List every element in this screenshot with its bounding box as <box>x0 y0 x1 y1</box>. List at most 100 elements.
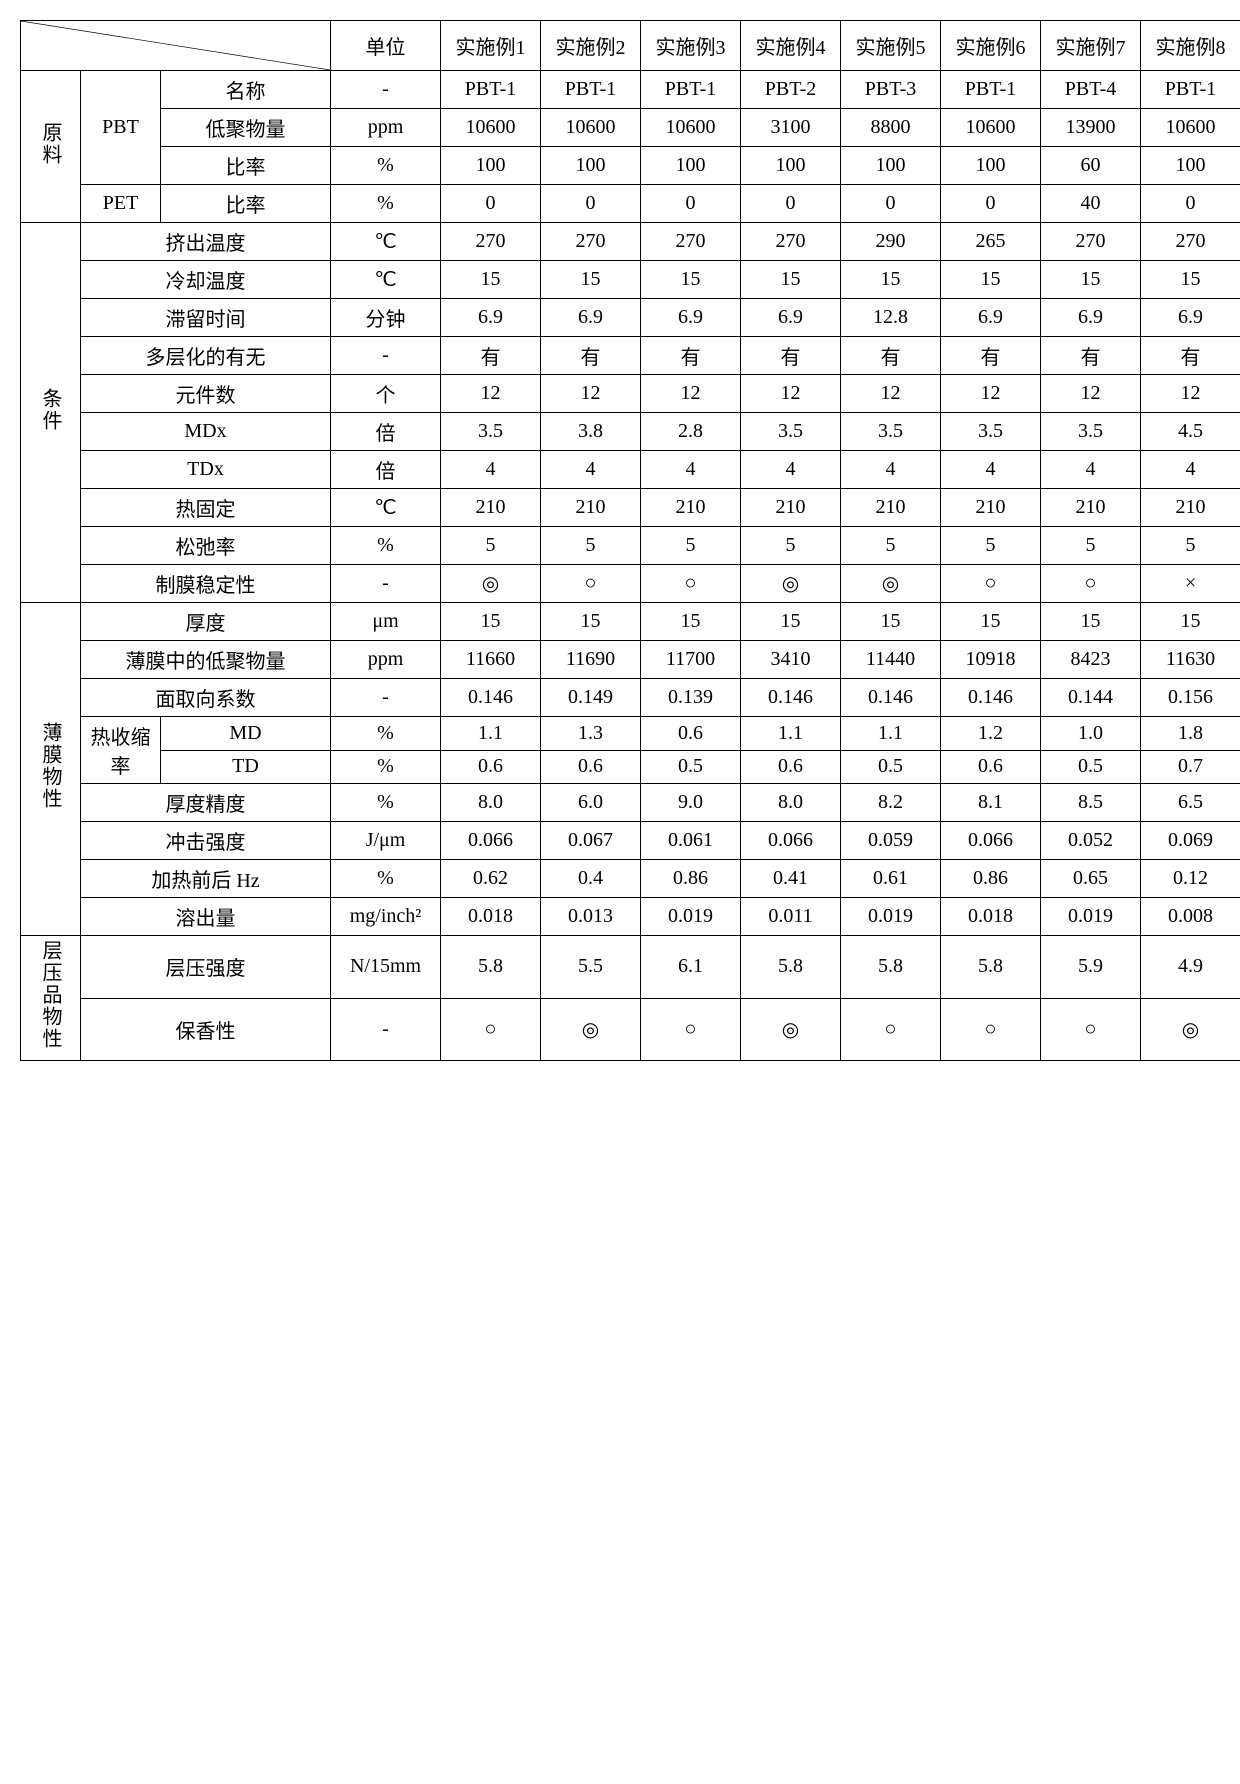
cell: 10600 <box>641 109 741 147</box>
row-label: 厚度 <box>81 603 331 641</box>
cell: 4 <box>441 451 541 489</box>
table-row: 冲击强度J/μm0.0660.0670.0610.0660.0590.0660.… <box>21 822 1240 860</box>
cell: ◎ <box>441 565 541 603</box>
cell: 270 <box>441 223 541 261</box>
cell: ◎ <box>541 998 641 1061</box>
cell: 0 <box>1141 185 1240 223</box>
table-row: 制膜稳定性-◎○○◎◎○○× <box>21 565 1240 603</box>
cell: 11630 <box>1141 641 1240 679</box>
cell: 12.8 <box>841 299 941 337</box>
cell: 6.9 <box>1041 299 1141 337</box>
row-label: 加热前后 Hz <box>81 860 331 898</box>
cell: 0.6 <box>741 750 841 784</box>
cell: 0.019 <box>1041 898 1141 936</box>
cell: 有 <box>1041 337 1141 375</box>
table-row: 松弛率%55555555 <box>21 527 1240 565</box>
cell: 3.5 <box>941 413 1041 451</box>
cell: 0.144 <box>1041 679 1141 717</box>
cell: 0.018 <box>941 898 1041 936</box>
table-row: 条件挤出温度℃270270270270290265270270 <box>21 223 1240 261</box>
table-row: 比率 % 100 100 100 100 100 100 60 100 <box>21 147 1240 185</box>
header-row: 单位 实施例1 实施例2 实施例3 实施例4 实施例5 实施例6 实施例7 实施… <box>21 21 1240 71</box>
cell: 0.6 <box>441 750 541 784</box>
cell: PBT-1 <box>641 71 741 109</box>
cell: 210 <box>441 489 541 527</box>
cell: 0.6 <box>641 717 741 751</box>
cell: 270 <box>741 223 841 261</box>
cell: 11700 <box>641 641 741 679</box>
row-label: 松弛率 <box>81 527 331 565</box>
cell: 0.6 <box>541 750 641 784</box>
cell: ○ <box>841 998 941 1061</box>
cell: 0.146 <box>741 679 841 717</box>
cell: 15 <box>1041 603 1141 641</box>
section-cond-label: 条件 <box>36 388 65 432</box>
col-ex2: 实施例2 <box>541 21 641 71</box>
col-ex8: 实施例8 <box>1141 21 1240 71</box>
col-ex3: 实施例3 <box>641 21 741 71</box>
cell: 11690 <box>541 641 641 679</box>
col-ex4: 实施例4 <box>741 21 841 71</box>
cell: 0.146 <box>441 679 541 717</box>
cell: 6.0 <box>541 784 641 822</box>
shrink-label: 热收缩率 <box>81 717 161 784</box>
cell: 210 <box>1041 489 1141 527</box>
cell: 15 <box>741 261 841 299</box>
cell: 0.156 <box>1141 679 1240 717</box>
cell: % <box>331 527 441 565</box>
table-row: 冷却温度℃1515151515151515 <box>21 261 1240 299</box>
cell: 倍 <box>331 413 441 451</box>
cell: 8.2 <box>841 784 941 822</box>
cell: 5.5 <box>541 936 641 999</box>
cell: PBT-3 <box>841 71 941 109</box>
cell: 15 <box>941 603 1041 641</box>
cell: PBT-1 <box>941 71 1041 109</box>
cell: 0.066 <box>941 822 1041 860</box>
cell: 1.8 <box>1141 717 1240 751</box>
cell: ℃ <box>331 489 441 527</box>
cell: 0 <box>841 185 941 223</box>
table-row: 薄膜物性厚度μm1515151515151515 <box>21 603 1240 641</box>
cell: 15 <box>841 603 941 641</box>
cell: % <box>331 750 441 784</box>
cell: 6.9 <box>441 299 541 337</box>
row-label: 面取向系数 <box>81 679 331 717</box>
cell: 6.9 <box>1141 299 1240 337</box>
section-raw-label: 原料 <box>36 122 65 166</box>
cell: 0.066 <box>441 822 541 860</box>
cell: 8.0 <box>741 784 841 822</box>
cell: 4.9 <box>1141 936 1240 999</box>
col-ex5: 实施例5 <box>841 21 941 71</box>
cell: % <box>331 717 441 751</box>
cell: 12 <box>641 375 741 413</box>
cell: - <box>331 71 441 109</box>
cell: 4 <box>841 451 941 489</box>
cell: 0.013 <box>541 898 641 936</box>
cell: ◎ <box>1141 998 1240 1061</box>
cell: 0.5 <box>841 750 941 784</box>
cell: 5.8 <box>941 936 1041 999</box>
cell: 270 <box>1141 223 1240 261</box>
cell: 0.052 <box>1041 822 1141 860</box>
row-label: 制膜稳定性 <box>81 565 331 603</box>
table-row: 溶出量mg/inch²0.0180.0130.0190.0110.0190.01… <box>21 898 1240 936</box>
cell: 5.9 <box>1041 936 1141 999</box>
cell: % <box>331 185 441 223</box>
cell: 0.149 <box>541 679 641 717</box>
cell: 4 <box>541 451 641 489</box>
cell: 0.5 <box>641 750 741 784</box>
cell: 15 <box>941 261 1041 299</box>
cell: 8.5 <box>1041 784 1141 822</box>
cell: - <box>331 998 441 1061</box>
row-label: 冷却温度 <box>81 261 331 299</box>
cell: 15 <box>441 261 541 299</box>
cell: 0.6 <box>941 750 1041 784</box>
row-label: 溶出量 <box>81 898 331 936</box>
cell: 1.3 <box>541 717 641 751</box>
cell: 5 <box>641 527 741 565</box>
cell: mg/inch² <box>331 898 441 936</box>
cell: 0 <box>941 185 1041 223</box>
cell: 210 <box>741 489 841 527</box>
cell: 5 <box>841 527 941 565</box>
cell: 15 <box>441 603 541 641</box>
